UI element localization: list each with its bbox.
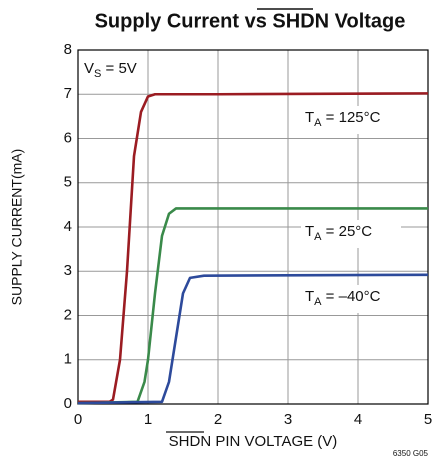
y-tick-label: 1	[64, 351, 72, 368]
x-tick-label: 1	[144, 411, 152, 428]
series-label-rest: = 25°C	[322, 223, 373, 240]
annotation-main: V	[84, 60, 94, 77]
annotation-sub: S	[94, 68, 101, 80]
series-label-main: T	[305, 223, 314, 240]
y-tick-label: 6	[64, 129, 72, 146]
series-label-bg	[301, 285, 401, 313]
y-tick-label: 5	[64, 174, 72, 191]
x-tick-label: 3	[284, 411, 292, 428]
y-tick-label: 4	[64, 218, 72, 235]
series-label-rest: = 125°C	[322, 109, 381, 126]
series-line	[78, 92, 429, 404]
y-tick-label: 0	[64, 395, 72, 412]
series-label-bg	[301, 106, 401, 134]
series-line	[77, 273, 429, 405]
figure-code: 6350 G05	[393, 449, 429, 458]
annotation: VS = 5V	[84, 60, 137, 80]
series-line	[77, 207, 428, 405]
series-label-main: T	[305, 109, 314, 126]
series-label-main: T	[305, 288, 314, 305]
series-label-rest: = –40°C	[322, 288, 381, 305]
x-tick-label: 4	[354, 411, 362, 428]
series-label: TA = 125°C	[305, 109, 381, 129]
series-label: TA = 25°C	[305, 223, 372, 243]
annotation-rest: = 5V	[101, 60, 136, 77]
series-label-sub: A	[314, 296, 322, 308]
y-tick-label: 7	[64, 85, 72, 102]
x-tick-label: 2	[214, 411, 222, 428]
annotation-bg	[80, 56, 144, 84]
plot-frame	[77, 49, 429, 405]
y-axis-label: SUPPLY CURRENT(mA)	[9, 149, 25, 306]
series-label-sub: A	[314, 117, 322, 129]
x-axis-label: SHDN PIN VOLTAGE (V)	[169, 433, 338, 450]
series-label-bg	[301, 220, 401, 248]
series-label: TA = –40°C	[305, 288, 381, 308]
chart-title: Supply Current vs SHDN Voltage	[95, 10, 406, 32]
x-tick-label: 5	[424, 411, 432, 428]
series-label-sub: A	[314, 231, 322, 243]
x-tick-label: 0	[74, 411, 82, 428]
y-tick-label: 8	[64, 41, 72, 58]
y-tick-label: 2	[64, 306, 72, 323]
y-tick-label: 3	[64, 262, 72, 279]
